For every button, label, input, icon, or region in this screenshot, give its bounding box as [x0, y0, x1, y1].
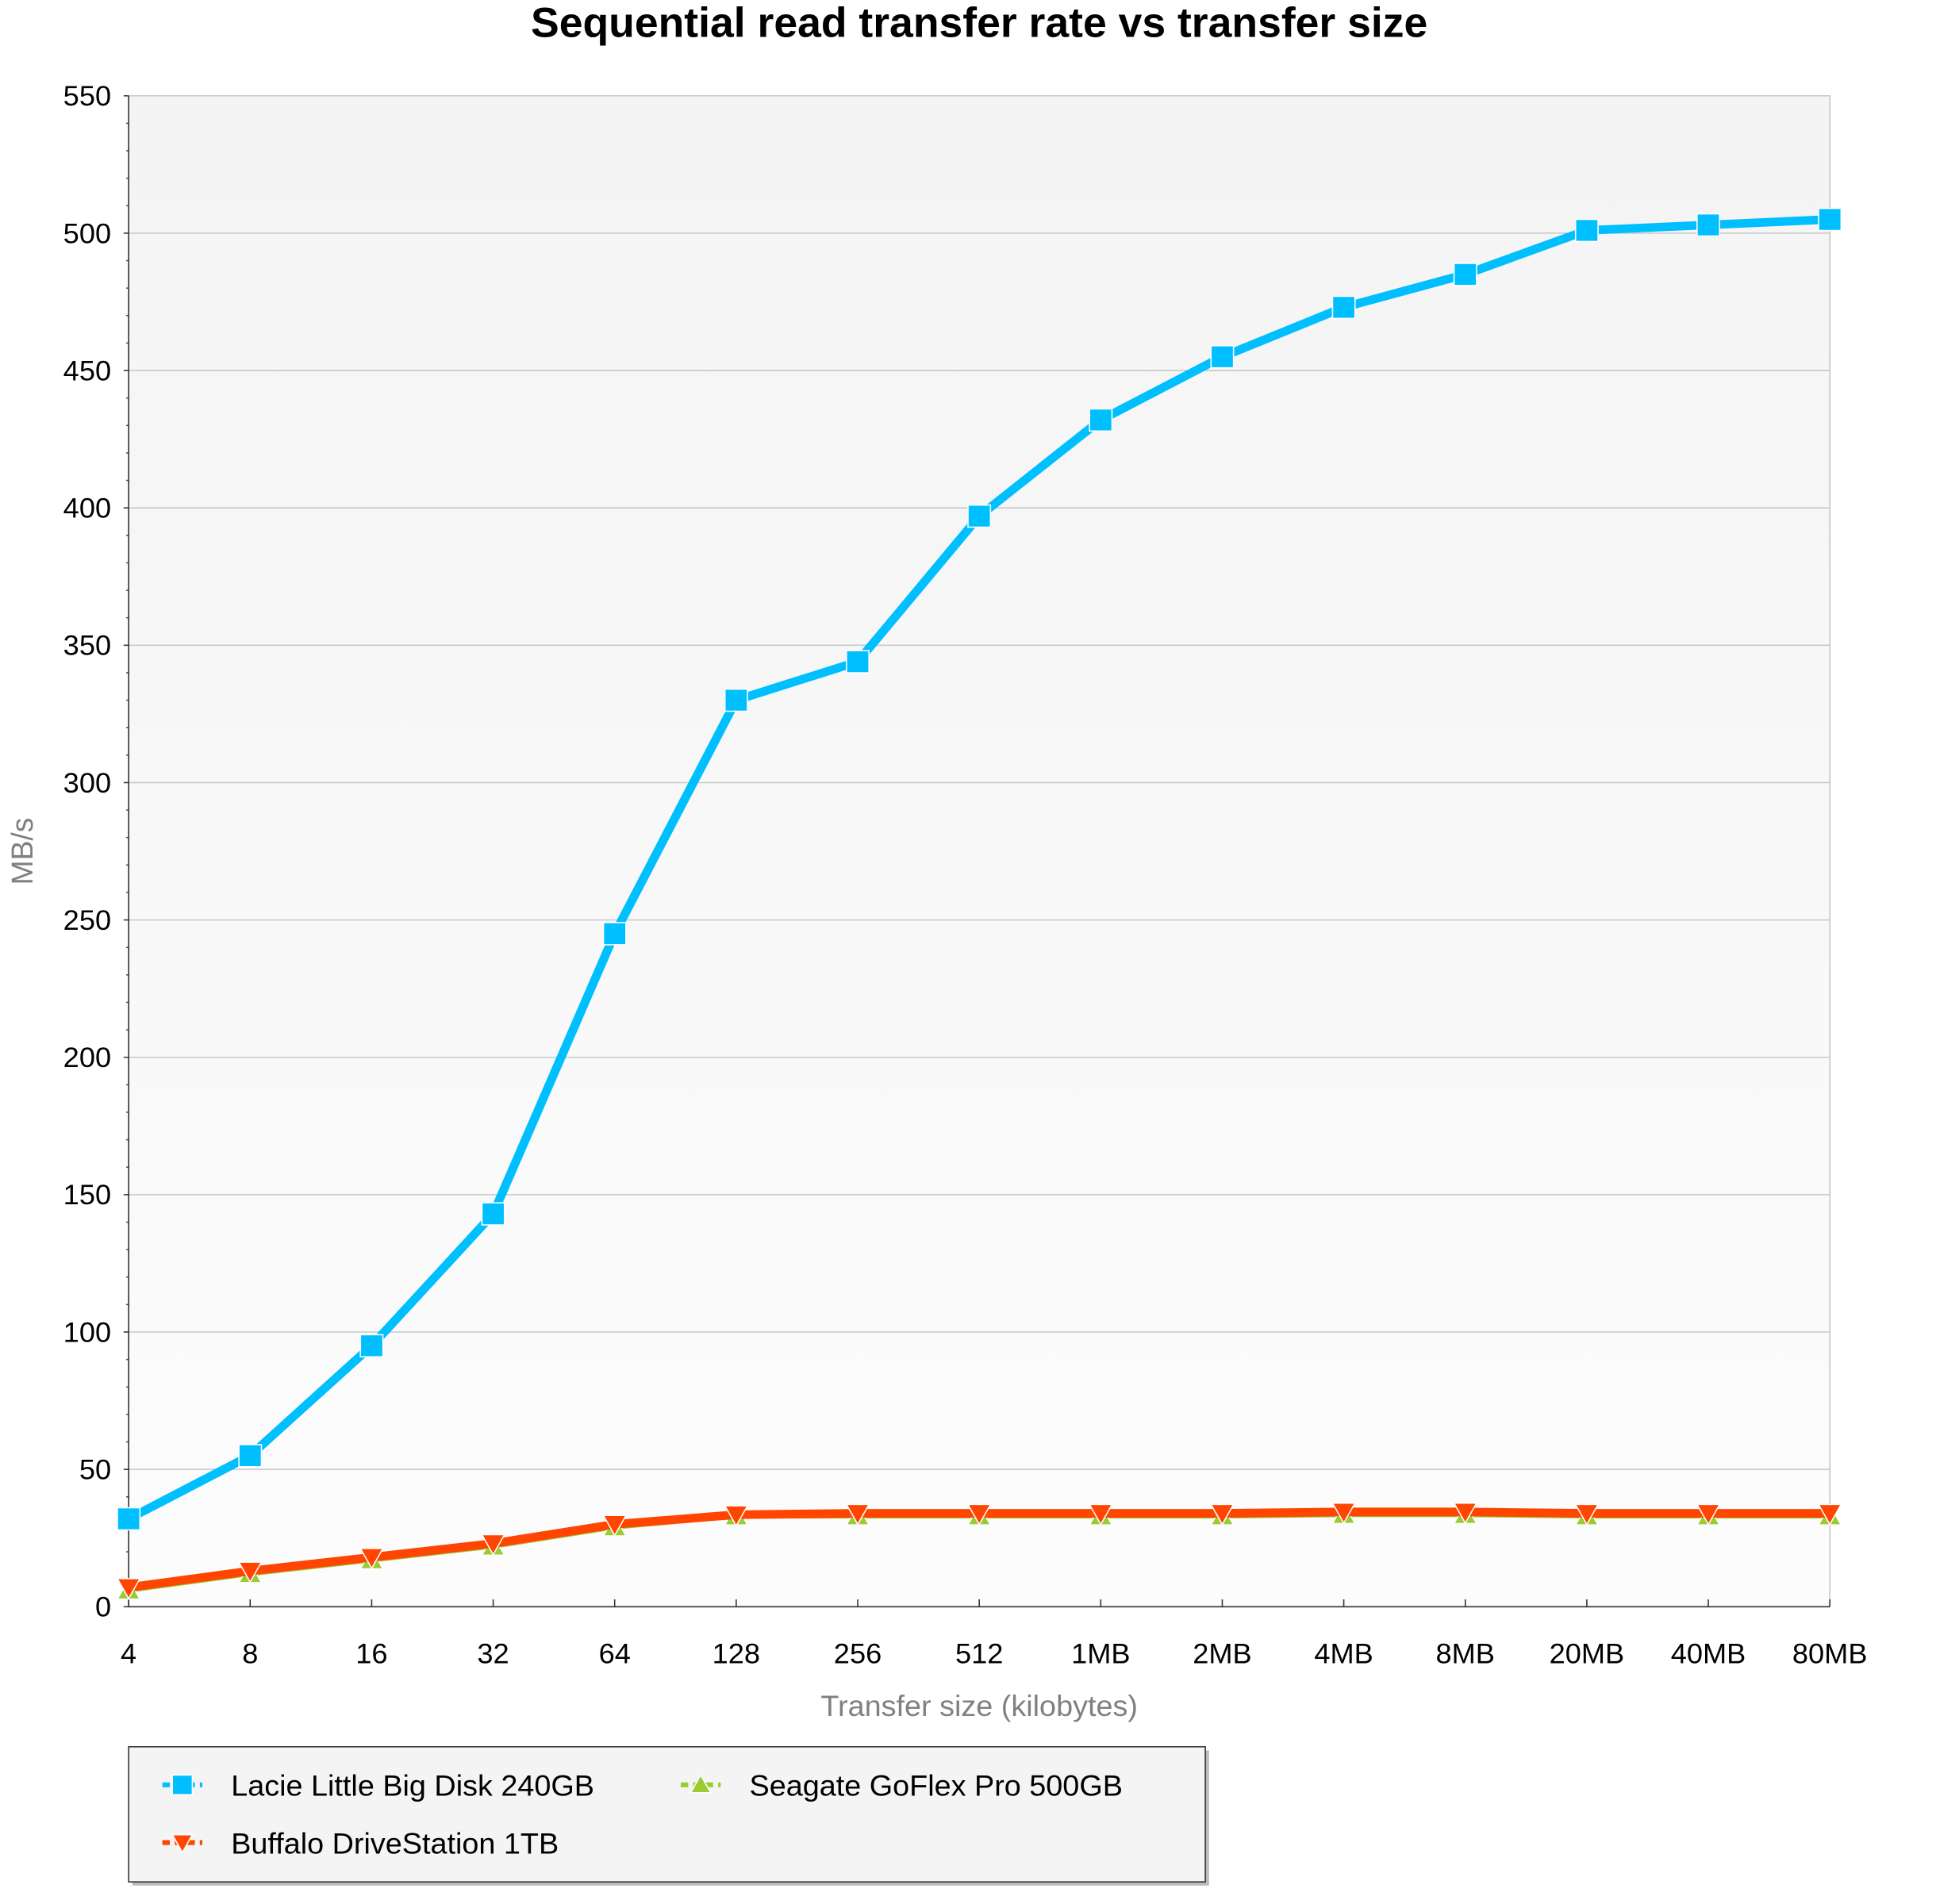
- y-tick-label: 450: [63, 355, 111, 387]
- x-tick-label: 40MB: [1671, 1637, 1746, 1670]
- data-point: [1331, 295, 1356, 320]
- data-point: [238, 1444, 263, 1468]
- data-point: [1453, 1502, 1478, 1525]
- x-tick-label: 64: [599, 1637, 631, 1670]
- data-point: [359, 1334, 384, 1358]
- data-point: [171, 1833, 194, 1854]
- x-tick-label: 256: [834, 1637, 882, 1670]
- data-point: [237, 1561, 263, 1583]
- data-point: [1696, 1503, 1721, 1526]
- data-point: [966, 1503, 992, 1526]
- data-point: [724, 688, 748, 712]
- legend-item: Seagate GoFlex Pro 500GB: [680, 1769, 1123, 1802]
- data-point: [1453, 263, 1477, 286]
- y-tick-label: 50: [79, 1453, 111, 1486]
- data-point: [481, 1202, 505, 1226]
- y-tick-label: 350: [63, 629, 111, 662]
- plot-area: [128, 95, 1830, 1608]
- data-point: [1574, 1503, 1600, 1526]
- x-tick-label: 8MB: [1436, 1637, 1495, 1670]
- data-point: [967, 504, 992, 528]
- x-tick-label: 128: [713, 1637, 760, 1670]
- data-point: [116, 1578, 141, 1600]
- legend-item: Lacie Little Big Disk 240GB: [162, 1769, 594, 1802]
- legend-label: Seagate GoFlex Pro 500GB: [750, 1769, 1123, 1802]
- data-point: [1088, 1503, 1113, 1526]
- data-point: [117, 1507, 141, 1531]
- x-tick-label: 1MB: [1071, 1637, 1130, 1670]
- legend-label: Lacie Little Big Disk 240GB: [231, 1769, 594, 1802]
- x-tick-label: 20MB: [1550, 1637, 1625, 1670]
- data-point: [602, 922, 627, 946]
- data-point: [171, 1774, 194, 1795]
- x-tick-label: 4MB: [1314, 1637, 1373, 1670]
- data-point: [1210, 345, 1235, 369]
- x-tick-label: 8: [242, 1637, 258, 1670]
- y-tick-label: 250: [63, 904, 111, 936]
- x-axis-label: Transfer size (kilobytes): [820, 1689, 1138, 1722]
- legend: Lacie Little Big Disk 240GB Seagate GoFle…: [128, 1746, 1209, 1886]
- x-tick-label: 16: [355, 1637, 387, 1670]
- series-buffalo-drivestation-1tb: [116, 1502, 1842, 1600]
- data-point: [602, 1514, 628, 1537]
- data-point: [1574, 218, 1599, 243]
- x-tick-label: 2MB: [1193, 1637, 1251, 1670]
- x-tick-label: 512: [955, 1637, 1003, 1670]
- y-tick-label: 200: [63, 1041, 111, 1073]
- data-point: [1331, 1502, 1357, 1525]
- y-tick-label: 0: [95, 1591, 111, 1623]
- y-axis-label: MB/s: [6, 818, 39, 885]
- y-tick-label: 150: [63, 1179, 111, 1211]
- chart-title: Sequential read transfer rate vs transfe…: [531, 0, 1427, 46]
- data-point: [1817, 1503, 1842, 1526]
- y-tick-label: 400: [63, 492, 111, 524]
- x-tick-label: 4: [121, 1637, 136, 1670]
- data-point: [846, 650, 870, 674]
- y-tick-label: 550: [63, 79, 111, 112]
- legend-label: Buffalo DriveStation 1TB: [231, 1827, 559, 1860]
- data-point: [845, 1503, 870, 1526]
- y-tick-label: 300: [63, 766, 111, 799]
- data-point: [1696, 213, 1721, 237]
- data-point: [690, 1773, 713, 1794]
- legend-item: Buffalo DriveStation 1TB: [162, 1827, 559, 1860]
- x-tick-label: 80MB: [1792, 1637, 1868, 1670]
- data-point: [1089, 408, 1113, 432]
- data-point: [1209, 1503, 1235, 1526]
- data-point: [1818, 207, 1842, 232]
- x-tick-label: 32: [477, 1637, 509, 1670]
- y-tick-label: 100: [63, 1316, 111, 1349]
- series-lacie-little-big-disk-240gb: [117, 207, 1842, 1531]
- data-point: [481, 1534, 506, 1557]
- data-point: [724, 1505, 749, 1527]
- data-point: [359, 1548, 384, 1570]
- y-tick-label: 500: [63, 217, 111, 250]
